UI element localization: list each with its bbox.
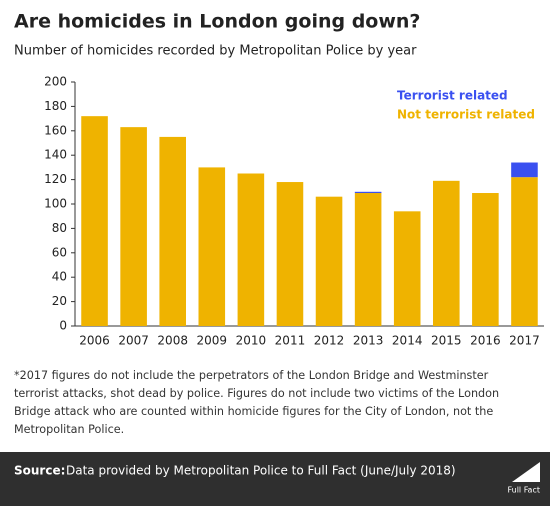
x-tick-label: 2009 [197, 334, 228, 348]
footnote: *2017 figures do not include the perpetr… [14, 369, 489, 382]
bar-segment [81, 116, 108, 326]
bar-segment [511, 177, 538, 326]
x-tick-label: 2012 [314, 334, 345, 348]
bar-segment [354, 193, 382, 326]
logo-text: Full Fact [507, 486, 540, 495]
y-tick-label: 200 [44, 75, 67, 89]
y-tick-label: 160 [44, 123, 67, 137]
y-tick-label: 140 [44, 148, 67, 162]
footnote: Metropolitan Police. [14, 423, 124, 436]
y-tick-label: 180 [44, 99, 67, 113]
bar-segment [198, 167, 226, 326]
bar-segment [433, 180, 460, 326]
legend-entry: Terrorist related [397, 89, 508, 103]
x-tick-label: 2014 [392, 334, 423, 348]
footer [0, 452, 550, 506]
y-tick-label: 120 [44, 172, 67, 186]
x-tick-label: 2016 [470, 334, 501, 348]
y-tick-label: 100 [44, 197, 67, 211]
y-tick-label: 20 [52, 294, 67, 308]
y-tick-label: 0 [59, 319, 67, 333]
chart-subtitle: Number of homicides recorded by Metropol… [14, 44, 417, 59]
bar-segment [276, 182, 304, 326]
x-tick-label: 2008 [157, 334, 188, 348]
source-text: Data provided by Metropolitan Police to … [66, 464, 456, 478]
y-tick-label: 60 [52, 245, 67, 259]
x-tick-label: 2017 [509, 334, 540, 348]
bar-segment [472, 193, 499, 326]
x-tick-label: 2015 [431, 334, 462, 348]
bar-segment [159, 136, 186, 326]
y-tick-label: 80 [52, 221, 67, 235]
bar-segment [120, 127, 147, 326]
y-tick-label: 40 [52, 270, 67, 284]
bar-segment [237, 173, 265, 326]
x-tick-label: 2011 [275, 334, 306, 348]
x-tick-label: 2006 [79, 334, 110, 348]
bar-segment [315, 196, 343, 326]
chart-title: Are homicides in London going down? [14, 11, 420, 33]
legend-entry: Not terrorist related [397, 108, 535, 122]
source-label: Source: [14, 464, 65, 478]
x-tick-label: 2007 [118, 334, 149, 348]
bar-segment [511, 162, 538, 178]
footnote: terrorist attacks, shot dead by police. … [14, 387, 499, 400]
x-tick-label: 2013 [353, 334, 384, 348]
bar-segment [354, 191, 382, 194]
footnote: Bridge attack who are counted within hom… [14, 405, 493, 418]
x-tick-label: 2010 [236, 334, 267, 348]
bar-segment [393, 211, 421, 326]
logo-mark [512, 462, 540, 482]
